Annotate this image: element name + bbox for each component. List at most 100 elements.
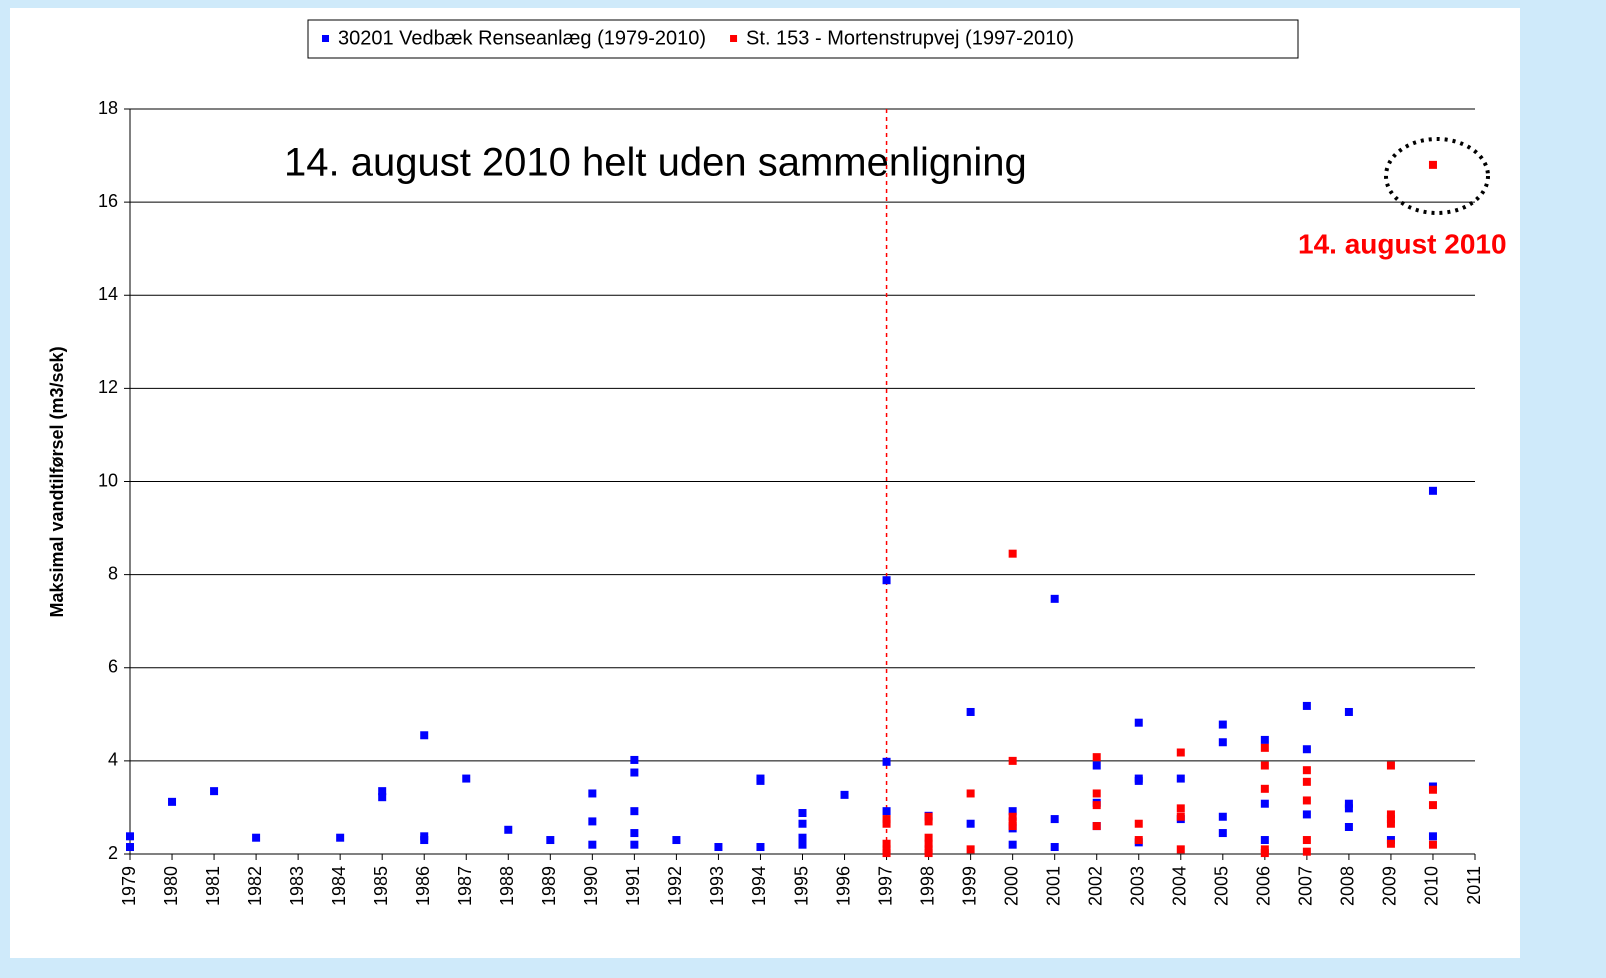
x-tick-label: 1984 (329, 866, 349, 906)
point (1428, 840, 1437, 849)
x-tick-label: 1985 (371, 866, 391, 906)
legend-label: 30201 Vedbæk Renseanlæg (1979-2010) (338, 27, 706, 49)
point (966, 707, 975, 716)
point (1008, 812, 1017, 821)
point (1386, 810, 1395, 819)
point (672, 836, 681, 845)
point (798, 819, 807, 828)
x-tick-label: 2000 (1001, 866, 1021, 906)
point (588, 817, 597, 826)
point (1092, 789, 1101, 798)
point (882, 807, 891, 816)
point (1428, 785, 1437, 794)
point (1092, 801, 1101, 810)
point (1302, 847, 1311, 856)
point (1050, 815, 1059, 824)
x-tick-label: 1989 (539, 866, 559, 906)
point (1176, 748, 1185, 757)
x-tick-label: 1997 (875, 866, 895, 906)
point (378, 787, 387, 796)
point (1302, 766, 1311, 775)
point (1218, 812, 1227, 821)
point (630, 807, 639, 816)
point (714, 843, 723, 852)
chart-area (10, 8, 1520, 958)
point (588, 789, 597, 798)
point (1260, 799, 1269, 808)
point (1260, 735, 1269, 744)
y-tick-label: 8 (108, 563, 118, 583)
point (882, 576, 891, 585)
point (924, 833, 933, 842)
point (1050, 594, 1059, 603)
x-tick-label: 1988 (497, 866, 517, 906)
x-tick-label: 1998 (917, 866, 937, 906)
x-tick-label: 1987 (455, 866, 475, 906)
point (798, 809, 807, 818)
point (1386, 819, 1395, 828)
point (126, 843, 134, 852)
legend-marker (322, 35, 329, 42)
point (1134, 776, 1143, 785)
point (630, 755, 639, 764)
x-tick-label: 1982 (245, 866, 265, 906)
y-tick-label: 6 (108, 657, 118, 677)
point (504, 825, 513, 834)
point (1260, 836, 1269, 845)
point (378, 793, 387, 802)
point (1260, 784, 1269, 793)
point (1092, 753, 1101, 762)
point (1092, 822, 1101, 831)
point (882, 819, 891, 828)
x-tick-label: 2006 (1254, 866, 1274, 906)
point (630, 840, 639, 849)
point (924, 849, 933, 858)
point (1386, 761, 1395, 770)
x-tick-label: 2003 (1128, 866, 1148, 906)
point (1260, 761, 1269, 770)
point (1386, 839, 1395, 848)
point (1428, 486, 1437, 495)
point (1344, 804, 1353, 813)
point (1218, 829, 1227, 838)
point (1176, 845, 1185, 854)
x-tick-label: 1992 (665, 866, 685, 906)
point (168, 797, 177, 806)
point (1260, 743, 1269, 752)
point (252, 833, 261, 842)
y-axis-label: Maksimal vandtilførsel (m3/sek) (47, 346, 67, 617)
point (840, 790, 849, 799)
point (1302, 836, 1311, 845)
point (1344, 707, 1353, 716)
legend-box (307, 19, 1299, 59)
x-tick-label: 1980 (161, 866, 181, 906)
point (1050, 843, 1059, 852)
point (336, 833, 345, 842)
point (1134, 819, 1143, 828)
x-tick-label: 2008 (1338, 866, 1358, 906)
point (1176, 774, 1185, 783)
x-tick-label: 1979 (119, 866, 139, 906)
point (1428, 160, 1437, 169)
x-tick-label: 1986 (413, 866, 433, 906)
point (1428, 832, 1437, 841)
y-tick-label: 12 (98, 377, 118, 397)
point (966, 819, 975, 828)
point (588, 840, 597, 849)
point (1302, 810, 1311, 819)
x-tick-label: 2007 (1296, 866, 1316, 906)
point (1302, 796, 1311, 805)
annotation: 14. august 2010 (1298, 228, 1507, 259)
point (1008, 840, 1017, 849)
point (966, 845, 975, 854)
point (882, 815, 891, 824)
point (210, 787, 219, 796)
point (798, 840, 807, 849)
highlight-ellipse (1384, 137, 1490, 215)
x-tick-label: 1994 (749, 866, 769, 906)
legend-label: St. 153 - Mortenstrupvej (1997-2010) (746, 27, 1074, 49)
point (882, 849, 891, 858)
point (756, 776, 765, 785)
